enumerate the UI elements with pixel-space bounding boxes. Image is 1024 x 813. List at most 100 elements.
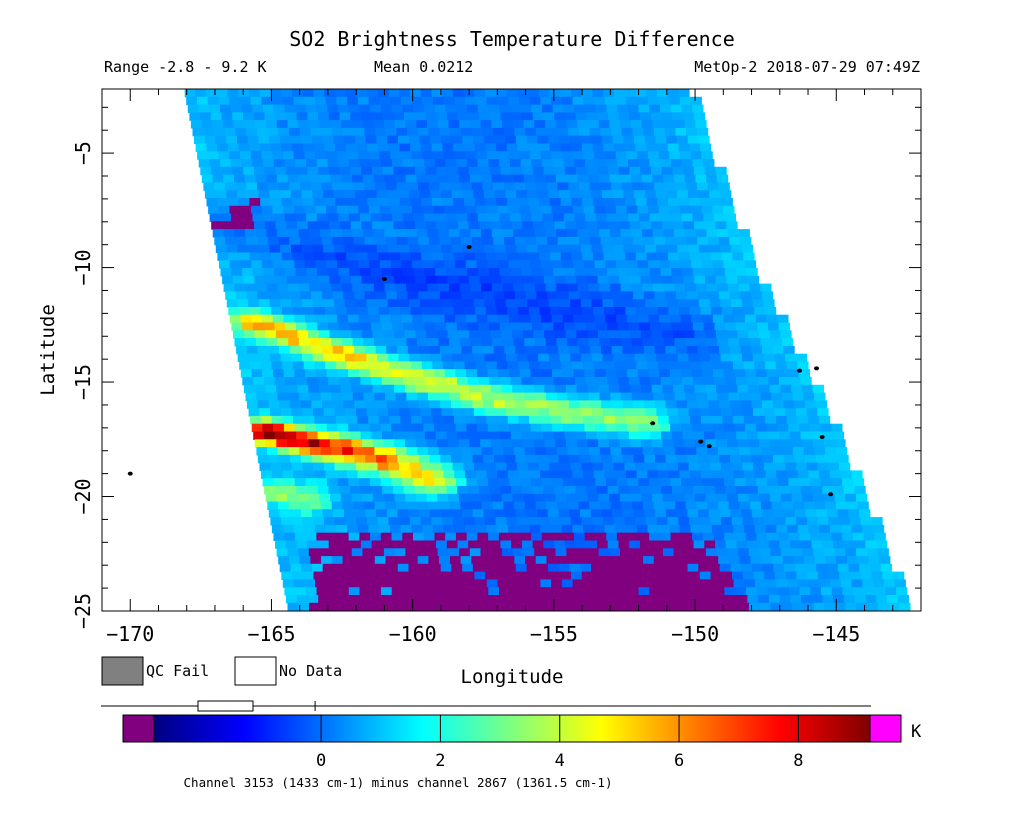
heatmap-cell [588,338,600,347]
heatmap-cell [256,127,269,137]
heatmap-cell [429,509,442,518]
heatmap-cell [295,587,307,596]
heatmap-cell [306,322,318,331]
heatmap-cell [326,260,338,269]
heatmap-cell [649,159,661,168]
heatmap-cell [318,540,330,549]
heatmap-cell [610,392,622,401]
heatmap-cell [616,532,629,542]
heatmap-cell [363,610,375,611]
heatmap-cell [324,517,336,526]
heatmap-cell [443,470,455,479]
heatmap-cell [554,330,567,339]
heatmap-cell [739,618,750,626]
heatmap-cell [524,283,536,292]
heatmap-cell [547,236,559,246]
heatmap-cell [232,275,245,285]
heatmap-cell [352,392,365,401]
heatmap-cell [319,602,331,611]
heatmap-cell [296,486,308,495]
heatmap-cell [460,447,472,456]
heatmap-cell [294,260,306,269]
heatmap-cell [503,501,515,510]
heatmap-cell [731,299,743,308]
heatmap-cell [314,470,326,479]
heatmap-cell [434,478,446,487]
heatmap-cell [337,478,349,487]
heatmap-cell [564,540,577,549]
heatmap-cell [396,556,408,565]
heatmap-cell [431,408,443,417]
heatmap-cell [373,283,386,292]
heatmap-cell [472,400,484,409]
heatmap-cell [699,408,711,417]
heatmap-cell [740,291,752,300]
heatmap-cell [598,602,610,611]
heatmap-cell [290,454,302,464]
heatmap-cell [682,377,694,386]
heatmap-cell [235,127,247,137]
heatmap-cell [385,501,397,510]
heatmap-cell [390,205,402,215]
heatmap-cell [803,501,816,510]
heatmap-cell [605,369,617,378]
heatmap-cell [479,221,491,230]
heatmap-cell [390,151,402,160]
heatmap-cell [641,174,654,183]
heatmap-cell [441,299,453,308]
heatmap-cell [561,361,573,370]
heatmap-cell [742,408,754,417]
heatmap-cell [388,89,400,98]
heatmap-cell [285,112,298,121]
heatmap-cell [323,408,335,417]
heatmap-cell [579,291,591,300]
heatmap-cell [372,166,384,176]
heatmap-cell [296,377,308,386]
heatmap-cell [624,408,636,417]
heatmap-cell [469,120,482,129]
heatmap-cell [792,447,805,456]
heatmap-cell [382,486,394,495]
heatmap-cell [735,322,748,331]
heatmap-cell [289,291,301,300]
heatmap-cell [283,260,295,269]
heatmap-cell [312,190,324,199]
heatmap-cell [535,556,547,565]
heatmap-cell [218,96,230,106]
heatmap-cell [336,96,348,106]
heatmap-cell [217,198,229,207]
heatmap-cell [490,384,502,394]
heatmap-cell [410,143,422,152]
heatmap-cell [517,198,529,207]
heatmap-cell [650,595,663,604]
heatmap-cell [651,384,663,394]
heatmap-cell [574,104,586,113]
heatmap-cell [759,439,771,448]
heatmap-cell [457,112,469,121]
heatmap-cell [417,501,429,510]
heatmap-cell [833,595,845,604]
heatmap-cell [778,587,790,596]
heatmap-cell [297,275,309,285]
heatmap-cell [282,96,295,106]
heatmap-cell [374,392,386,401]
heatmap-cell [317,431,329,440]
heatmap-cell [669,314,682,324]
heatmap-cell [475,524,488,534]
heatmap-cell [378,198,390,207]
heatmap-cell [720,353,732,363]
heatmap-cell [696,392,708,401]
heatmap-cell [445,478,457,487]
heatmap-cell [298,120,310,129]
heatmap-cell [365,135,377,145]
heatmap-cell [618,431,630,440]
heatmap-cell [348,532,360,542]
heatmap-cell [688,244,700,254]
heatmap-cell [259,353,271,363]
heatmap-cell [711,252,723,261]
heatmap-cell [624,517,636,526]
heatmap-cell [653,127,666,137]
heatmap-cell [578,556,590,565]
heatmap-cell [503,447,515,456]
heatmap-cell [288,283,300,292]
